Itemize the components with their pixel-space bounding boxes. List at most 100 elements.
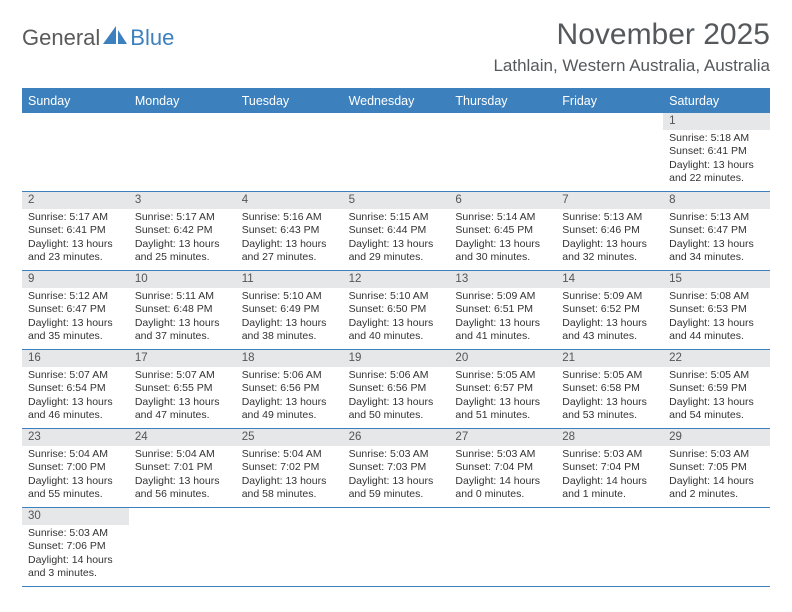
daylight-line: Daylight: 13 hours and 44 minutes. — [669, 317, 764, 344]
sunrise-line: Sunrise: 5:03 AM — [28, 527, 123, 540]
day-cell: 11Sunrise: 5:10 AMSunset: 6:49 PMDayligh… — [236, 271, 343, 349]
daylight-line: Daylight: 13 hours and 27 minutes. — [242, 238, 337, 265]
daylight-line: Daylight: 13 hours and 40 minutes. — [349, 317, 444, 344]
day-header-cell: Wednesday — [343, 89, 450, 113]
sunset-line: Sunset: 7:04 PM — [455, 461, 550, 474]
sunset-line: Sunset: 6:44 PM — [349, 224, 444, 237]
day-header-row: SundayMondayTuesdayWednesdayThursdayFrid… — [22, 89, 770, 113]
sunset-line: Sunset: 6:47 PM — [669, 224, 764, 237]
day-cell: 24Sunrise: 5:04 AMSunset: 7:01 PMDayligh… — [129, 429, 236, 507]
daylight-line: Daylight: 13 hours and 22 minutes. — [669, 159, 764, 186]
day-cell: 25Sunrise: 5:04 AMSunset: 7:02 PMDayligh… — [236, 429, 343, 507]
sunrise-line: Sunrise: 5:09 AM — [562, 290, 657, 303]
sunset-line: Sunset: 6:51 PM — [455, 303, 550, 316]
blank-cell — [449, 113, 556, 191]
day-header-cell: Saturday — [663, 89, 770, 113]
daylight-line: Daylight: 13 hours and 30 minutes. — [455, 238, 550, 265]
day-cell: 12 Sunrise: 5:10 AMSunset: 6:50 PMDayligh… — [343, 271, 450, 349]
sunset-line: Sunset: 6:56 PM — [242, 382, 337, 395]
daylight-line: Daylight: 13 hours and 55 minutes. — [28, 475, 123, 502]
blank-cell — [556, 508, 663, 586]
sunrise-line: Sunrise: 5:04 AM — [28, 448, 123, 461]
sunset-line: Sunset: 6:58 PM — [562, 382, 657, 395]
day-number: 15 — [663, 271, 770, 288]
blank-cell — [663, 508, 770, 586]
daylight-line: Daylight: 13 hours and 54 minutes. — [669, 396, 764, 423]
daylight-line: Daylight: 13 hours and 38 minutes. — [242, 317, 337, 344]
week-row: 23Sunrise: 5:04 AMSunset: 7:00 PMDayligh… — [22, 428, 770, 507]
sunset-line: Sunset: 6:42 PM — [135, 224, 230, 237]
day-cell: 4Sunrise: 5:16 AMSunset: 6:43 PMDaylight… — [236, 192, 343, 270]
day-number: 10 — [129, 271, 236, 288]
day-number: 9 — [22, 271, 129, 288]
sunrise-line: Sunrise: 5:03 AM — [562, 448, 657, 461]
daylight-line: Daylight: 13 hours and 34 minutes. — [669, 238, 764, 265]
day-number: 26 — [343, 429, 450, 446]
sunset-line: Sunset: 6:48 PM — [135, 303, 230, 316]
daylight-line: Daylight: 13 hours and 51 minutes. — [455, 396, 550, 423]
daylight-line: Daylight: 13 hours and 35 minutes. — [28, 317, 123, 344]
sunrise-line: Sunrise: 5:05 AM — [455, 369, 550, 382]
sunset-line: Sunset: 6:54 PM — [28, 382, 123, 395]
daylight-line: Daylight: 13 hours and 37 minutes. — [135, 317, 230, 344]
sunrise-line: Sunrise: 5:18 AM — [669, 132, 764, 145]
sunrise-line: Sunrise: 5:10 AM — [242, 290, 337, 303]
sunrise-line: Sunrise: 5:05 AM — [669, 369, 764, 382]
day-number: 4 — [236, 192, 343, 209]
sunset-line: Sunset: 7:00 PM — [28, 461, 123, 474]
sunrise-line: Sunrise: 5:10 AM — [349, 290, 444, 303]
day-cell: 22Sunrise: 5:05 AMSunset: 6:59 PMDayligh… — [663, 350, 770, 428]
day-cell: 29Sunrise: 5:03 AMSunset: 7:05 PMDayligh… — [663, 429, 770, 507]
sunrise-line: Sunrise: 5:17 AM — [135, 211, 230, 224]
sunset-line: Sunset: 6:46 PM — [562, 224, 657, 237]
day-number: 23 — [22, 429, 129, 446]
daylight-line: Daylight: 13 hours and 32 minutes. — [562, 238, 657, 265]
sunrise-line: Sunrise: 5:07 AM — [135, 369, 230, 382]
day-number: 12 — [343, 271, 450, 288]
day-cell: 6Sunrise: 5:14 AMSunset: 6:45 PMDaylight… — [449, 192, 556, 270]
day-number: 7 — [556, 192, 663, 209]
day-header-cell: Thursday — [449, 89, 556, 113]
sunset-line: Sunset: 6:50 PM — [349, 303, 444, 316]
day-cell: 13Sunrise: 5:09 AMSunset: 6:51 PMDayligh… — [449, 271, 556, 349]
day-cell: 18Sunrise: 5:06 AMSunset: 6:56 PMDayligh… — [236, 350, 343, 428]
sunset-line: Sunset: 6:56 PM — [349, 382, 444, 395]
day-cell: 28Sunrise: 5:03 AMSunset: 7:04 PMDayligh… — [556, 429, 663, 507]
blank-cell — [129, 113, 236, 191]
day-number: 24 — [129, 429, 236, 446]
sunrise-line: Sunrise: 5:04 AM — [135, 448, 230, 461]
sunrise-line: Sunrise: 5:06 AM — [242, 369, 337, 382]
sunrise-line: Sunrise: 5:03 AM — [349, 448, 444, 461]
day-cell: 10 Sunrise: 5:11 AMSunset: 6:48 PMDayligh… — [129, 271, 236, 349]
month-title: November 2025 — [493, 18, 770, 52]
day-cell: 19Sunrise: 5:06 AMSunset: 6:56 PMDayligh… — [343, 350, 450, 428]
sunset-line: Sunset: 6:49 PM — [242, 303, 337, 316]
sunrise-line: Sunrise: 5:04 AM — [242, 448, 337, 461]
sunset-line: Sunset: 6:55 PM — [135, 382, 230, 395]
daylight-line: Daylight: 13 hours and 29 minutes. — [349, 238, 444, 265]
weeks-container: 1Sunrise: 5:18 AMSunset: 6:41 PMDaylight… — [22, 113, 770, 586]
day-header-cell: Tuesday — [236, 89, 343, 113]
sunset-line: Sunset: 7:04 PM — [562, 461, 657, 474]
sunrise-line: Sunrise: 5:17 AM — [28, 211, 123, 224]
daylight-line: Daylight: 13 hours and 23 minutes. — [28, 238, 123, 265]
daylight-line: Daylight: 13 hours and 58 minutes. — [242, 475, 337, 502]
daylight-line: Daylight: 13 hours and 53 minutes. — [562, 396, 657, 423]
day-cell: 8Sunrise: 5:13 AMSunset: 6:47 PMDaylight… — [663, 192, 770, 270]
sunrise-line: Sunrise: 5:03 AM — [669, 448, 764, 461]
blank-cell — [449, 508, 556, 586]
sunset-line: Sunset: 6:41 PM — [28, 224, 123, 237]
logo-sail-icon — [102, 24, 128, 52]
sunrise-line: Sunrise: 5:14 AM — [455, 211, 550, 224]
sunset-line: Sunset: 6:53 PM — [669, 303, 764, 316]
blank-cell — [343, 113, 450, 191]
logo-text-1: General — [22, 25, 100, 51]
day-number: 6 — [449, 192, 556, 209]
sunrise-line: Sunrise: 5:11 AM — [135, 290, 230, 303]
sunrise-line: Sunrise: 5:03 AM — [455, 448, 550, 461]
day-number: 8 — [663, 192, 770, 209]
day-number: 14 — [556, 271, 663, 288]
daylight-line: Daylight: 13 hours and 59 minutes. — [349, 475, 444, 502]
day-number: 16 — [22, 350, 129, 367]
sunset-line: Sunset: 7:05 PM — [669, 461, 764, 474]
